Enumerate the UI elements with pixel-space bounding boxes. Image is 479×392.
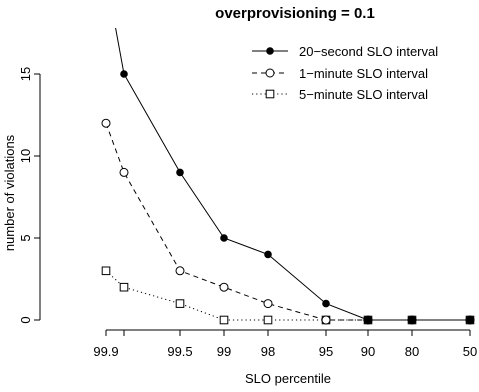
y-axis-ticks: 0 5 10 15 xyxy=(18,67,40,324)
series-3 xyxy=(101,266,475,325)
x-axis-label: SLO percentile xyxy=(245,371,331,386)
x-tick-label: 99.5 xyxy=(167,344,192,359)
x-tick-label: 98 xyxy=(261,344,275,359)
series-1 xyxy=(115,28,474,324)
x-tick-label: 80 xyxy=(405,344,419,359)
legend-label: 20−second SLO interval xyxy=(299,44,438,59)
data-point xyxy=(176,168,184,177)
series-line xyxy=(105,123,470,321)
data-point xyxy=(219,315,229,325)
data-point xyxy=(264,250,272,259)
x-tick-label: 99.9 xyxy=(93,344,118,359)
x-tick-label: 90 xyxy=(361,344,375,359)
data-point xyxy=(119,282,129,292)
data-point xyxy=(364,316,372,324)
data-point xyxy=(175,299,185,308)
data-point xyxy=(263,299,273,309)
legend-label: 5−minute SLO interval xyxy=(299,87,428,102)
y-tick-label: 5 xyxy=(18,234,33,241)
data-point xyxy=(220,234,228,242)
legend: 20−second SLO interval 1−minute SLO inter… xyxy=(252,44,438,102)
y-tick-label: 10 xyxy=(18,149,33,163)
x-axis-ticks: 99.9 99.5 99 98 95 90 80 50 xyxy=(93,330,477,359)
y-tick-label: 0 xyxy=(18,316,33,323)
x-tick-label: 95 xyxy=(319,344,333,359)
data-point xyxy=(466,316,474,324)
data-point xyxy=(263,315,273,325)
x-tick-label: 99 xyxy=(217,344,231,359)
chart-title: overprovisioning = 0.1 xyxy=(215,5,375,22)
series-2 xyxy=(101,118,475,325)
x-tick-label: 50 xyxy=(463,344,477,359)
series-layer xyxy=(101,28,475,325)
data-point xyxy=(321,315,331,325)
legend-label: 1−minute SLO interval xyxy=(299,66,428,81)
data-point xyxy=(408,316,416,324)
data-point xyxy=(175,266,185,276)
legend-marker xyxy=(265,89,275,99)
data-point xyxy=(101,266,111,276)
data-point xyxy=(119,167,129,177)
data-point xyxy=(120,70,128,78)
y-axis-label: number of violations xyxy=(2,134,17,251)
legend-marker xyxy=(266,47,274,55)
data-point xyxy=(322,299,330,308)
y-tick-label: 15 xyxy=(18,67,33,81)
legend-marker xyxy=(265,68,275,78)
data-point xyxy=(219,282,229,292)
data-point xyxy=(101,118,111,128)
series-line xyxy=(105,270,470,321)
